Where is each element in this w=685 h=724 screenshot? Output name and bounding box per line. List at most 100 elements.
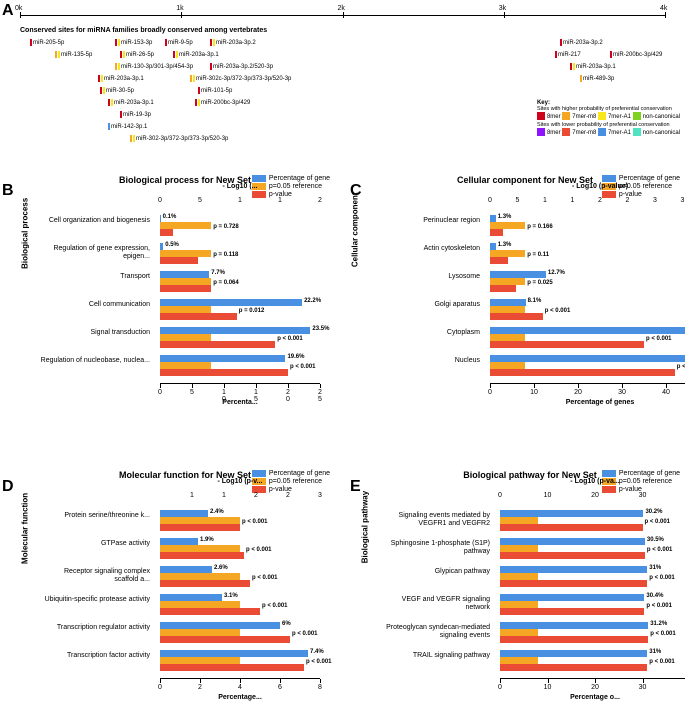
pval-text: p < 0.001 <box>290 364 316 370</box>
bar-reference <box>160 545 240 552</box>
mirna-item: miR-217 <box>555 51 581 58</box>
tick-label: 10 <box>544 492 552 499</box>
bar-reference <box>500 545 538 552</box>
tick-label: 2 <box>198 684 202 691</box>
bar-percentage <box>160 215 161 222</box>
tick <box>548 679 549 683</box>
bar-reference <box>160 334 211 341</box>
mirna-item: miR-142-3p.1 <box>108 123 147 130</box>
category-label: Ubiquitin-specific protease activity <box>40 596 155 604</box>
mirna-mark <box>195 99 197 106</box>
bar-group: GTPase activity 1.9% p < 0.001 <box>40 538 320 564</box>
bar-percentage <box>490 215 496 222</box>
pval-text: p < 0.001 <box>262 603 288 609</box>
bar-group: Ubiquitin-specific protease activity 3.1… <box>40 594 320 620</box>
pval-text: p < 0.001 <box>645 519 671 525</box>
pval-text: p < 0.001 <box>646 336 672 342</box>
pct-text: 31.2% <box>650 621 667 627</box>
tick-label: 20 <box>574 389 582 396</box>
mirna-mark <box>555 51 557 58</box>
pval-text: p < 0.001 <box>649 659 675 665</box>
tick-label: 1 <box>254 389 258 396</box>
bar-percentage <box>500 538 645 545</box>
scale-label: 4k <box>660 5 667 12</box>
mirna-mark <box>173 51 175 58</box>
bar-reference <box>500 573 538 580</box>
bar-reference <box>500 517 538 524</box>
bar-pvalue <box>160 608 260 615</box>
legend-swatch <box>252 191 266 198</box>
key-swatch <box>633 128 641 136</box>
y-axis-label: Molecular function <box>21 493 30 564</box>
tick-label: 2 <box>318 197 322 204</box>
panel-d: Molecular function for New SetPercentage… <box>40 470 330 720</box>
pct-text: 30.2% <box>645 509 662 515</box>
tick-label: 0 <box>158 197 162 204</box>
tick-label: 2 <box>626 197 630 204</box>
key-item: 8mer <box>537 130 562 136</box>
bar-reference <box>500 657 538 664</box>
key-swatch <box>562 112 570 120</box>
category-label: Golgi aparatus <box>370 301 485 309</box>
legend-swatch <box>252 470 266 477</box>
bar-reference <box>490 278 525 285</box>
category-label: Transcription regulator activity <box>40 624 155 632</box>
pval-text: p = 0.025 <box>527 280 553 286</box>
bar-group: Transport 7.7% p = 0.064 <box>40 271 320 297</box>
tick-label: 40 <box>662 389 670 396</box>
pval-text: p < 0.001 <box>646 603 672 609</box>
category-label: Nucleus <box>370 357 485 365</box>
bar-percentage <box>490 271 546 278</box>
category-label: Regulation of nucleobase, nuclea... <box>40 357 155 365</box>
key-item: non-canonical <box>633 114 680 120</box>
pval-text: p < 0.001 <box>292 631 318 637</box>
mirna-mark <box>210 39 212 46</box>
tick-label: 10 <box>530 389 538 396</box>
bar-pvalue <box>160 285 211 292</box>
tick-label: 5 <box>198 197 202 204</box>
bar-percentage <box>160 355 285 362</box>
bar-pvalue <box>160 636 290 643</box>
pct-text: 3.1% <box>224 593 238 599</box>
bar-group: Perinuclear region 1.3% p = 0.166 <box>370 215 685 241</box>
category-label: Transport <box>40 273 155 281</box>
key-swatch <box>633 112 641 120</box>
y-axis-label: Biological process <box>21 198 30 269</box>
key-row2: 8mer 7mer-m8 7mer-A1 non-canonical <box>537 128 680 136</box>
mirna-mark <box>55 51 57 58</box>
tick <box>320 384 321 388</box>
bar-percentage <box>160 243 163 250</box>
panel-e-label: E <box>350 478 361 496</box>
tick-label: 3 <box>653 197 657 204</box>
bar-pvalue <box>160 341 275 348</box>
legend-swatch <box>602 191 616 198</box>
pval-text: p < 0.001 <box>647 547 673 553</box>
legend-swatch <box>602 470 616 477</box>
tick <box>224 384 225 388</box>
panel-e: Biological pathway for New SetPercentage… <box>380 470 680 720</box>
mirna-mark <box>108 99 110 106</box>
mirna-item: miR-153-3p <box>115 39 152 46</box>
mirna-mark <box>101 75 103 82</box>
category-label: Cell organization and biogenesis <box>40 217 155 225</box>
pct-text: 0.1% <box>163 214 177 220</box>
bar-reference <box>490 334 525 341</box>
pval-text: p = 0.064 <box>213 280 239 286</box>
tick-label: 30 <box>639 684 647 691</box>
mirna-item: miR-205-5p <box>30 39 64 46</box>
key-swatch <box>598 112 606 120</box>
bar-group: Lysosome 12.7% p = 0.025 <box>370 271 685 297</box>
mirna-mark <box>118 39 120 46</box>
pval-text: p < 0.001 <box>252 575 278 581</box>
bar-percentage <box>160 327 310 334</box>
pval-text: p = 0.118 <box>213 252 238 258</box>
mirna-mark <box>115 39 117 46</box>
key-swatch <box>598 128 606 136</box>
bar-group: Protein serine/threonine k... 2.4% p < 0… <box>40 510 320 536</box>
bar-percentage <box>490 299 526 306</box>
mirna-mark <box>98 75 100 82</box>
category-label: Perinuclear region <box>370 217 485 225</box>
bar-percentage <box>500 594 644 601</box>
tick <box>320 679 321 683</box>
scale-label: 1k <box>176 5 183 12</box>
